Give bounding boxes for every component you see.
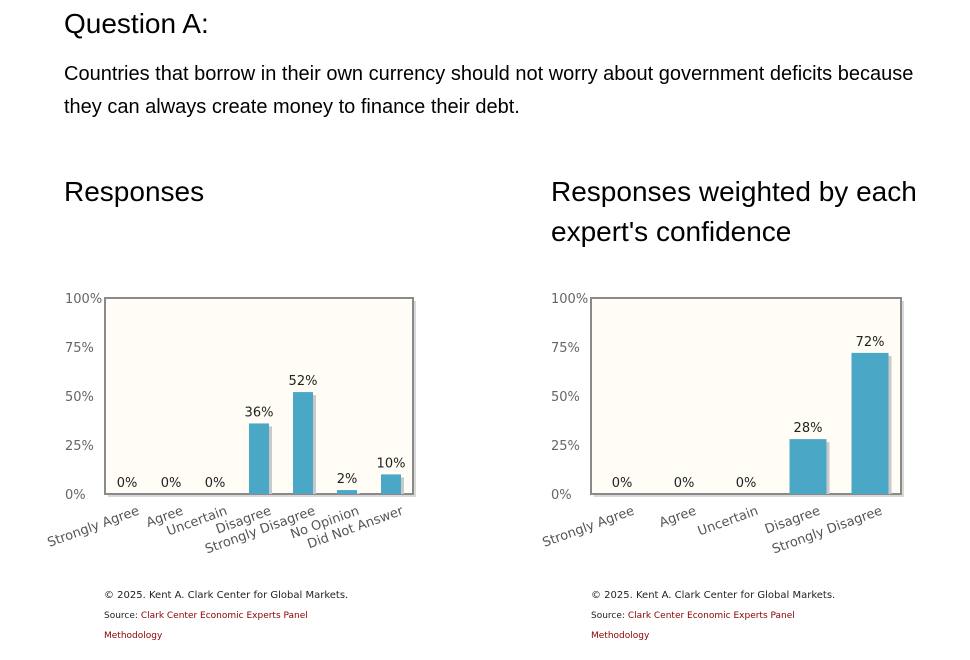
- data-label: 0%: [736, 476, 757, 491]
- category-label: Strongly Agree: [541, 504, 637, 551]
- data-label: 2%: [337, 472, 358, 487]
- methodology-line: Methodology: [104, 626, 348, 646]
- data-label: 52%: [289, 374, 318, 389]
- bar: [381, 474, 401, 494]
- y-tick-label: 25%: [551, 439, 580, 454]
- bar: [851, 352, 889, 494]
- source-line: Source: Clark Center Economic Experts Pa…: [104, 606, 348, 626]
- methodology-link[interactable]: Methodology: [104, 631, 163, 641]
- source-link[interactable]: Clark Center Economic Experts Panel: [627, 611, 795, 621]
- copyright-text: © 2025. Kent A. Clark Center for Global …: [104, 590, 349, 601]
- y-tick-label: 50%: [65, 390, 94, 405]
- question-text: Countries that borrow in their own curre…: [64, 63, 914, 118]
- data-label: 0%: [674, 476, 695, 491]
- plot-area: [590, 297, 902, 495]
- y-tick-label: 100%: [65, 292, 102, 307]
- source-line: Source: Clark Center Economic Experts Pa…: [591, 606, 835, 626]
- data-label: 0%: [161, 476, 182, 491]
- bar: [789, 439, 827, 494]
- y-tick-label: 100%: [551, 292, 588, 307]
- weighted-responses-chart: 0% 25% 50% 75% 100% 0% Strongly Agree 0% Agree 0%…: [510, 280, 930, 600]
- y-tick-label: 75%: [551, 341, 580, 356]
- data-label: 0%: [117, 476, 138, 491]
- category-label: Strongly Agree: [46, 504, 142, 551]
- category-label: Strongly Disagree: [770, 504, 884, 558]
- data-label: 72%: [856, 335, 885, 350]
- y-tick-label: 25%: [65, 439, 94, 454]
- category-label: Uncertain: [696, 504, 760, 540]
- data-label: 28%: [794, 421, 823, 436]
- weighted-chart-svg: 0%25%50%75%100%0%Strongly Agree0%Agree0%…: [541, 292, 904, 558]
- bar: [337, 490, 357, 494]
- weighted-credits: © 2025. Kent A. Clark Center for Global …: [591, 586, 835, 646]
- weighted-responses-title: Responses weighted by each expert's conf…: [551, 176, 917, 247]
- question-title: Question A:: [64, 8, 209, 39]
- bar: [249, 423, 269, 494]
- y-tick-label: 50%: [551, 390, 580, 405]
- data-label: 0%: [205, 476, 226, 491]
- source-prefix: Source:: [104, 611, 141, 621]
- y-tick-label: 0%: [551, 488, 572, 503]
- responses-credits: © 2025. Kent A. Clark Center for Global …: [104, 586, 348, 646]
- responses-title: Responses: [64, 176, 205, 207]
- methodology-link[interactable]: Methodology: [591, 631, 650, 641]
- responses-chart-svg: 0%25%50%75%100%0%Strongly Agree0%Agree0%…: [46, 292, 416, 557]
- copyright-text: © 2025. Kent A. Clark Center for Global …: [591, 590, 836, 601]
- bar: [293, 392, 313, 494]
- data-label: 36%: [245, 405, 274, 420]
- methodology-line: Methodology: [591, 626, 835, 646]
- source-prefix: Source:: [591, 611, 628, 621]
- source-link[interactable]: Clark Center Economic Experts Panel: [140, 611, 308, 621]
- y-tick-label: 0%: [65, 488, 86, 503]
- data-label: 10%: [377, 456, 406, 471]
- responses-chart: 0% 25% 50% 75% 100% 0% Strongly Agree 0% Agree 0%…: [14, 280, 434, 600]
- y-tick-label: 75%: [65, 341, 94, 356]
- data-label: 0%: [612, 476, 633, 491]
- category-label: Agree: [657, 504, 698, 531]
